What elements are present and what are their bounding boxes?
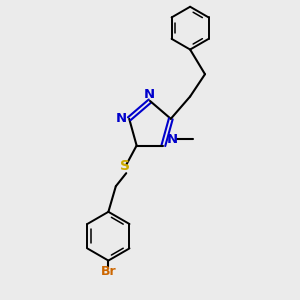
Text: Br: Br <box>100 266 116 278</box>
Text: S: S <box>120 159 130 173</box>
Text: N: N <box>167 133 178 146</box>
Text: N: N <box>115 112 126 125</box>
Text: N: N <box>144 88 155 101</box>
